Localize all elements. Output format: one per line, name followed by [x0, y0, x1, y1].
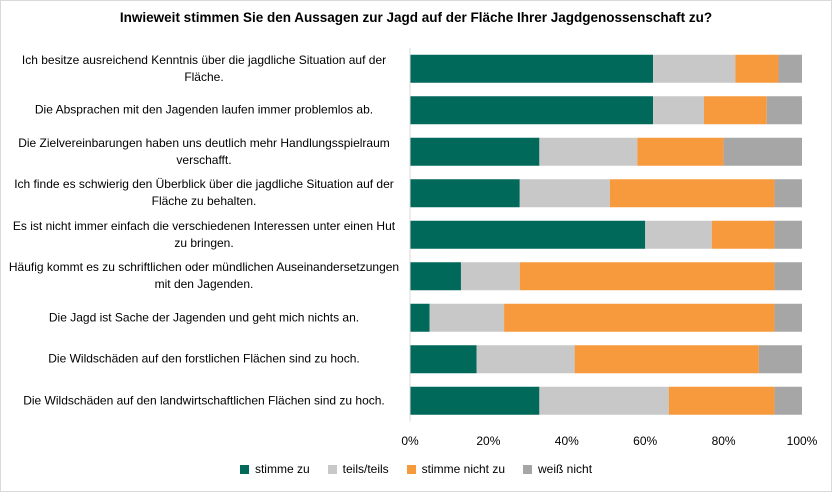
category-label: Häufig kommt es zu schriftlichen oder mü… — [8, 260, 400, 292]
category-label: Die Wildschäden auf den forstlichen Fläc… — [48, 351, 360, 366]
x-tick-label: 60% — [633, 434, 658, 448]
bar-segment-5-4 — [774, 220, 802, 249]
legend-swatch — [406, 464, 416, 474]
bar-segment-8-4 — [758, 345, 802, 374]
bar-segment-4-1 — [410, 179, 520, 208]
legend-item: stimme zu — [239, 462, 310, 476]
bar-segment-3-3 — [637, 137, 724, 166]
chart-title: Inwieweit stimmen Sie den Aussagen zur J… — [119, 10, 713, 25]
bar-segment-2-2 — [653, 96, 704, 125]
category-label: Es ist nicht immer einfach die verschied… — [12, 218, 396, 250]
bar-segment-1-4 — [778, 54, 802, 83]
bar-segment-3-4 — [723, 137, 802, 166]
legend-item: teils/teils — [327, 462, 389, 476]
bar-segment-6-2 — [460, 262, 520, 291]
bar-segment-4-2 — [519, 179, 610, 208]
bar-segment-5-3 — [711, 220, 775, 249]
legend-swatch — [523, 464, 533, 474]
bar-segment-7-1 — [410, 303, 430, 332]
bar-segment-2-4 — [766, 96, 802, 125]
category-label: Die Zielvereinbarungen haben uns deutlic… — [18, 135, 390, 167]
bar-segment-1-3 — [735, 54, 779, 83]
bar-segment-8-3 — [574, 345, 759, 374]
bar-segment-2-3 — [704, 96, 767, 125]
legend: stimme zu teils/teils stimme nicht zu weiß … — [0, 462, 832, 476]
legend-label: stimme zu — [254, 462, 310, 476]
category-label: Ich finde es schwierig den Überblick übe… — [14, 177, 394, 209]
x-tick-label: 20% — [476, 434, 501, 448]
bar-segment-4-3 — [609, 179, 775, 208]
bar-segment-3-1 — [410, 137, 540, 166]
bar-segment-5-1 — [410, 220, 646, 249]
legend-label: stimme nicht zu — [421, 462, 506, 476]
bar-segment-1-1 — [410, 54, 654, 83]
bar-segment-5-2 — [645, 220, 712, 249]
bar-segment-3-2 — [539, 137, 638, 166]
legend-swatch — [327, 464, 337, 474]
bar-segment-9-1 — [410, 386, 540, 415]
x-tick-label: 80% — [711, 434, 736, 448]
bar-segment-7-2 — [429, 303, 505, 332]
bar-segment-9-3 — [668, 386, 775, 415]
bar-segment-6-1 — [410, 262, 461, 291]
x-tick-label: 40% — [554, 434, 579, 448]
category-label: Die Wildschäden auf den landwirtschaftli… — [23, 393, 385, 408]
bar-segment-4-4 — [774, 179, 802, 208]
bar-segment-8-1 — [410, 345, 477, 374]
legend-label: weiß nicht — [538, 462, 593, 476]
bar-segment-8-2 — [476, 345, 575, 374]
bar-segment-1-2 — [653, 54, 736, 83]
category-label: Ich besitze ausreichend Kenntnis über di… — [21, 52, 387, 84]
x-tick-label: 0% — [401, 434, 419, 448]
legend-swatch — [239, 464, 249, 474]
legend-item: weiß nicht — [523, 462, 592, 476]
bar-segment-9-4 — [774, 386, 802, 415]
bar-segment-9-2 — [539, 386, 669, 415]
bar-segment-7-4 — [774, 303, 802, 332]
legend-item: stimme nicht zu — [406, 462, 506, 476]
legend-label: teils/teils — [342, 462, 389, 476]
bar-segment-6-4 — [774, 262, 802, 291]
bar-segment-6-3 — [519, 262, 775, 291]
bar-segment-7-3 — [504, 303, 775, 332]
bar-segment-2-1 — [410, 96, 654, 125]
category-label: Die Absprachen mit den Jagenden laufen i… — [34, 102, 374, 117]
category-label: Die Jagd ist Sache der Jagenden und geht… — [48, 310, 360, 325]
x-tick-label: 100% — [786, 434, 818, 448]
